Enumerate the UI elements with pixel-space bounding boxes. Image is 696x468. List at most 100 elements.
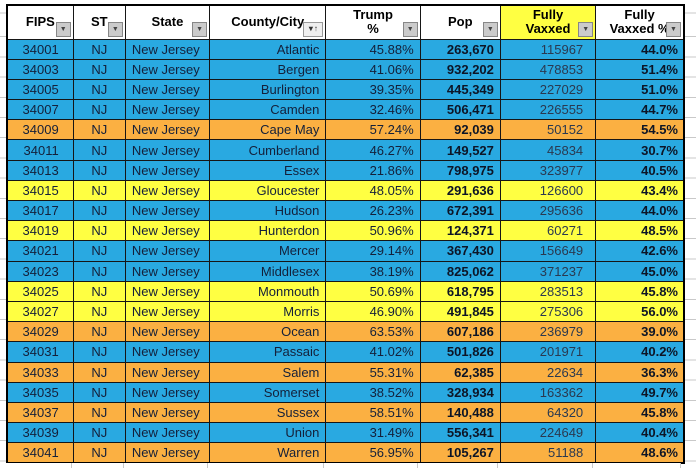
- cell-pop[interactable]: 501,826: [419, 341, 501, 363]
- filter-dropdown-icon[interactable]: ▼: [402, 21, 418, 37]
- cell-pop[interactable]: 140,488: [419, 401, 501, 424]
- cell-fips[interactable]: 34017: [6, 199, 74, 222]
- cell-fully-vaxxed-pct[interactable]: 48.6%: [595, 442, 685, 464]
- cell-fully-vaxxed[interactable]: 283513: [499, 280, 597, 302]
- cell-state[interactable]: New Jersey: [124, 119, 211, 141]
- cell-trump-pct[interactable]: 57.24%: [325, 119, 421, 141]
- cell-pop[interactable]: 607,186: [419, 321, 501, 343]
- cell-state[interactable]: New Jersey: [124, 442, 211, 464]
- cell-fully-vaxxed-pct[interactable]: 56.0%: [595, 300, 685, 323]
- cell-county[interactable]: Union: [209, 422, 327, 444]
- cell-county[interactable]: Atlantic: [209, 38, 327, 60]
- cell-fully-vaxxed-pct[interactable]: 44.7%: [595, 99, 685, 121]
- cell-fips[interactable]: 34041: [6, 442, 74, 464]
- cell-fully-vaxxed[interactable]: 226555: [499, 99, 597, 121]
- cell-fips[interactable]: 34013: [6, 159, 74, 181]
- cell-st[interactable]: NJ: [72, 119, 126, 141]
- cell-fully-vaxxed-pct[interactable]: 30.7%: [595, 139, 685, 161]
- column-header-county-city[interactable]: County/City ▾ ↑: [209, 4, 327, 40]
- cell-trump-pct[interactable]: 41.02%: [325, 341, 421, 363]
- filter-dropdown-icon[interactable]: ▼: [578, 21, 594, 37]
- cell-fips[interactable]: 34031: [6, 341, 74, 363]
- cell-fips[interactable]: 34021: [6, 240, 74, 262]
- cell-st[interactable]: NJ: [72, 401, 126, 424]
- cell-fully-vaxxed[interactable]: 275306: [499, 300, 597, 323]
- cell-state[interactable]: New Jersey: [124, 300, 211, 323]
- cell-trump-pct[interactable]: 46.27%: [325, 139, 421, 161]
- cell-st[interactable]: NJ: [72, 199, 126, 222]
- cell-st[interactable]: NJ: [72, 381, 126, 403]
- cell-pop[interactable]: 328,934: [419, 381, 501, 403]
- cell-fully-vaxxed[interactable]: 371237: [499, 260, 597, 282]
- cell-fully-vaxxed[interactable]: 50152: [499, 119, 597, 141]
- cell-state[interactable]: New Jersey: [124, 199, 211, 222]
- cell-county[interactable]: Salem: [209, 361, 327, 383]
- cell-trump-pct[interactable]: 50.69%: [325, 280, 421, 302]
- cell-pop[interactable]: 263,670: [419, 38, 501, 60]
- cell-pop[interactable]: 825,062: [419, 260, 501, 282]
- cell-fully-vaxxed[interactable]: 224649: [499, 422, 597, 444]
- filter-dropdown-icon[interactable]: ▼: [55, 21, 71, 37]
- cell-fully-vaxxed[interactable]: 323977: [499, 159, 597, 181]
- cell-fully-vaxxed[interactable]: 51188: [499, 442, 597, 464]
- cell-fips[interactable]: 34005: [6, 78, 74, 101]
- cell-county[interactable]: Morris: [209, 300, 327, 323]
- cell-trump-pct[interactable]: 58.51%: [325, 401, 421, 424]
- cell-state[interactable]: New Jersey: [124, 139, 211, 161]
- cell-fips[interactable]: 34023: [6, 260, 74, 282]
- filter-sort-ascending-icon[interactable]: ▾ ↑: [303, 21, 324, 37]
- cell-fips[interactable]: 34025: [6, 280, 74, 302]
- cell-fips[interactable]: 34009: [6, 119, 74, 141]
- cell-state[interactable]: New Jersey: [124, 260, 211, 282]
- cell-pop[interactable]: 672,391: [419, 199, 501, 222]
- cell-fully-vaxxed-pct[interactable]: 54.5%: [595, 119, 685, 141]
- cell-county[interactable]: Ocean: [209, 321, 327, 343]
- cell-fully-vaxxed-pct[interactable]: 51.4%: [595, 58, 685, 80]
- cell-fully-vaxxed-pct[interactable]: 45.0%: [595, 260, 685, 282]
- cell-state[interactable]: New Jersey: [124, 422, 211, 444]
- cell-fully-vaxxed[interactable]: 236979: [499, 321, 597, 343]
- cell-fips[interactable]: 34033: [6, 361, 74, 383]
- cell-fips[interactable]: 34039: [6, 422, 74, 444]
- cell-pop[interactable]: 149,527: [419, 139, 501, 161]
- filter-dropdown-icon[interactable]: ▼: [482, 21, 498, 37]
- cell-trump-pct[interactable]: 21.86%: [325, 159, 421, 181]
- cell-fully-vaxxed[interactable]: 22634: [499, 361, 597, 383]
- cell-fully-vaxxed-pct[interactable]: 49.7%: [595, 381, 685, 403]
- cell-st[interactable]: NJ: [72, 442, 126, 464]
- cell-st[interactable]: NJ: [72, 220, 126, 242]
- cell-pop[interactable]: 932,202: [419, 58, 501, 80]
- cell-county[interactable]: Essex: [209, 159, 327, 181]
- cell-county[interactable]: Mercer: [209, 240, 327, 262]
- cell-st[interactable]: NJ: [72, 159, 126, 181]
- cell-fully-vaxxed[interactable]: 163362: [499, 381, 597, 403]
- cell-trump-pct[interactable]: 39.35%: [325, 78, 421, 101]
- cell-state[interactable]: New Jersey: [124, 240, 211, 262]
- cell-st[interactable]: NJ: [72, 139, 126, 161]
- cell-county[interactable]: Monmouth: [209, 280, 327, 302]
- cell-st[interactable]: NJ: [72, 78, 126, 101]
- cell-fully-vaxxed-pct[interactable]: 42.6%: [595, 240, 685, 262]
- cell-state[interactable]: New Jersey: [124, 381, 211, 403]
- column-header-pop[interactable]: Pop ▼: [419, 4, 501, 40]
- cell-fully-vaxxed-pct[interactable]: 40.2%: [595, 341, 685, 363]
- cell-pop[interactable]: 62,385: [419, 361, 501, 383]
- cell-county[interactable]: Warren: [209, 442, 327, 464]
- cell-trump-pct[interactable]: 38.19%: [325, 260, 421, 282]
- cell-fully-vaxxed-pct[interactable]: 45.8%: [595, 401, 685, 424]
- cell-trump-pct[interactable]: 56.95%: [325, 442, 421, 464]
- cell-fully-vaxxed[interactable]: 64320: [499, 401, 597, 424]
- cell-fips[interactable]: 34037: [6, 401, 74, 424]
- cell-st[interactable]: NJ: [72, 361, 126, 383]
- cell-county[interactable]: Cumberland: [209, 139, 327, 161]
- cell-county[interactable]: Burlington: [209, 78, 327, 101]
- cell-fully-vaxxed[interactable]: 126600: [499, 179, 597, 202]
- cell-pop[interactable]: 105,267: [419, 442, 501, 464]
- cell-fully-vaxxed-pct[interactable]: 48.5%: [595, 220, 685, 242]
- cell-st[interactable]: NJ: [72, 260, 126, 282]
- cell-county[interactable]: Passaic: [209, 341, 327, 363]
- column-header-fully-vaxxed[interactable]: Fully Vaxxed ▼: [499, 4, 597, 40]
- column-header-fips[interactable]: FIPS ▼: [6, 4, 74, 40]
- cell-fips[interactable]: 34035: [6, 381, 74, 403]
- filter-dropdown-icon[interactable]: ▼: [666, 21, 681, 37]
